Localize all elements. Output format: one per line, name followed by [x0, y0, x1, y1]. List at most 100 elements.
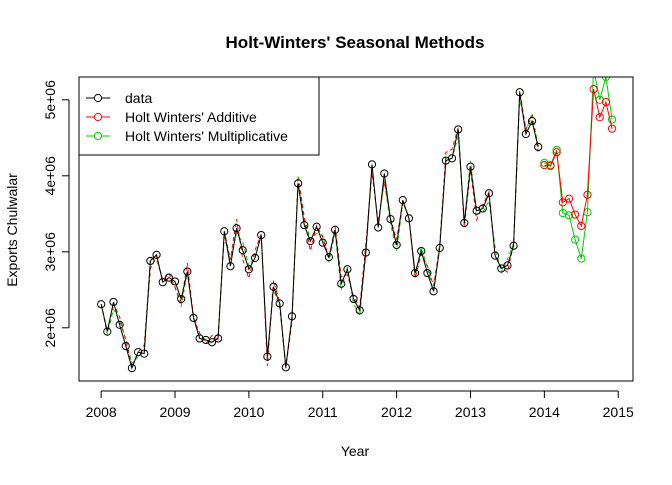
data-point	[330, 225, 340, 234]
data-series-line	[100, 92, 539, 370]
legend-marker	[93, 112, 103, 122]
data-point	[435, 243, 444, 253]
data-point	[380, 169, 389, 178]
data-point	[238, 246, 247, 255]
data-point	[367, 160, 377, 169]
chart-title: Holt-Winters' Seasonal Methods	[226, 33, 485, 52]
data-point	[534, 142, 543, 152]
data-point	[417, 246, 426, 256]
x-axis-label: Year	[341, 443, 370, 459]
y-tick-label: 2e+06	[42, 308, 58, 348]
data-point	[177, 294, 186, 304]
additive-point	[607, 124, 617, 133]
data-point	[164, 273, 173, 282]
data-point	[349, 294, 358, 304]
data-point	[447, 154, 457, 163]
data-point	[478, 204, 487, 213]
data-point	[287, 312, 297, 321]
data-point	[220, 227, 229, 236]
data-point	[244, 265, 253, 274]
multiplicative-point	[577, 254, 586, 263]
legend-entry-label: data	[125, 90, 152, 106]
x-tick-label: 2008	[86, 404, 117, 420]
data-point	[423, 268, 432, 278]
data-point	[97, 300, 106, 309]
data-point	[294, 179, 303, 188]
data-point	[109, 297, 118, 307]
data-point	[521, 129, 530, 139]
plot-frame	[78, 76, 634, 382]
data-point	[398, 196, 407, 205]
x-tick-label: 2012	[381, 404, 412, 420]
additive-point	[583, 190, 592, 199]
data-point	[374, 223, 383, 232]
data-point	[337, 279, 346, 288]
data-point	[275, 299, 284, 308]
multiplicative-point	[571, 235, 580, 244]
data-point	[115, 320, 124, 329]
data-point	[312, 222, 321, 231]
data-point	[170, 277, 180, 286]
data-point	[484, 189, 494, 198]
additive-point	[571, 210, 580, 219]
x-tick-label: 2010	[233, 404, 264, 420]
x-tick-label: 2011	[308, 404, 338, 420]
data-point	[103, 327, 112, 336]
data-point	[527, 116, 537, 126]
data-point	[460, 218, 469, 228]
legend-marker	[93, 131, 103, 141]
data-point	[133, 348, 143, 357]
legend-marker	[93, 93, 103, 103]
x-tick-label: 2014	[529, 404, 560, 420]
data-point	[466, 162, 475, 171]
data-point	[140, 349, 149, 358]
data-point	[226, 262, 235, 271]
additive-point	[540, 161, 549, 170]
data-point	[232, 224, 241, 233]
data-point	[195, 334, 204, 343]
data-point	[127, 363, 137, 373]
data-point	[324, 253, 334, 262]
additive-point	[595, 113, 604, 122]
data-point	[158, 278, 167, 287]
data-point	[152, 250, 161, 259]
data-point	[250, 253, 260, 262]
data-point	[355, 306, 364, 315]
x-tick-label: 2013	[455, 404, 486, 420]
data-point	[269, 282, 278, 291]
data-point	[214, 334, 223, 343]
data-point	[404, 214, 414, 223]
y-tick-label: 5e+06	[42, 80, 58, 120]
data-point	[410, 268, 420, 278]
data-point	[515, 88, 524, 97]
data-point	[121, 341, 130, 351]
data-point	[503, 261, 512, 270]
data-point	[392, 240, 401, 250]
additive-point	[546, 161, 555, 171]
y-tick-label: 4e+06	[42, 156, 58, 196]
additive-point	[589, 85, 598, 94]
data-point	[189, 313, 198, 323]
axes-layer: 2008 2009 2010 2011 2012 2013 2014 2015 2e+06 3e+…	[42, 76, 634, 420]
data-point	[183, 267, 192, 276]
legend-entry-label: Holt Winters' Multiplicative	[125, 128, 288, 144]
additive-point	[552, 148, 561, 157]
x-tick-label: 2009	[159, 404, 190, 420]
additive-point	[564, 194, 574, 203]
data-point	[300, 221, 309, 230]
data-point	[509, 241, 518, 250]
y-tick-label: 3e+06	[42, 232, 58, 272]
x-tick-label: 2015	[603, 404, 634, 420]
legend-entry-label: Holt Winters' Additive	[125, 109, 257, 125]
data-point	[257, 230, 266, 240]
data-point	[263, 352, 272, 361]
data-point	[343, 265, 352, 274]
data-point	[386, 215, 395, 224]
legend: data Holt Winters' Additive Holt Winters' …	[78, 76, 320, 156]
multiplicative-point	[564, 211, 574, 220]
data-point	[146, 256, 155, 266]
data-point	[454, 125, 463, 134]
additive-point	[601, 97, 611, 107]
data-point	[491, 251, 500, 260]
